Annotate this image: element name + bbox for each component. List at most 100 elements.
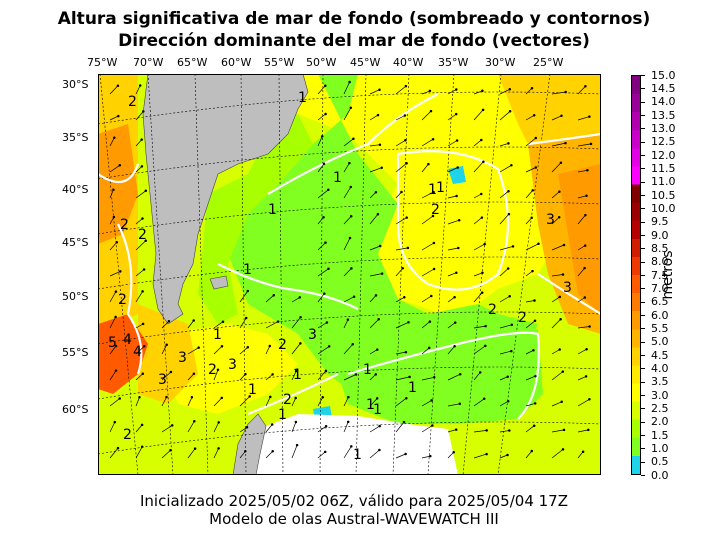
swell-vector: [317, 85, 326, 95]
swell-vector: [421, 90, 431, 95]
swell-vector-head: [404, 84, 408, 88]
swell-vector: [343, 81, 350, 95]
swell-vector-head: [506, 375, 509, 378]
swell-vector: [187, 373, 195, 381]
swell-vector: [239, 290, 249, 303]
swell-vector-head: [453, 321, 457, 324]
swell-vector-head: [508, 294, 511, 298]
swell-vector-head: [561, 448, 565, 451]
swell-vector: [317, 217, 324, 225]
colorbar-tick: [641, 141, 645, 143]
swell-vector: [239, 427, 248, 433]
colorbar-tick-label: 1.5: [651, 428, 669, 442]
colorbar: [631, 75, 641, 475]
swell-vector: [577, 451, 584, 459]
swell-vector: [447, 113, 457, 121]
swell-vector: [135, 111, 144, 121]
swell-vector-head: [190, 396, 194, 399]
colorbar-tick: [641, 115, 645, 116]
swell-vector-head: [480, 216, 484, 219]
swell-vector: [551, 191, 560, 199]
colorbar-tick: [641, 208, 645, 210]
swell-vector: [499, 111, 511, 121]
swell-vector: [499, 400, 509, 407]
colorbar-tick-label: 14.5: [651, 81, 676, 95]
swell-vector: [551, 401, 562, 407]
swell-vector-head: [276, 320, 280, 323]
contour-label: 2: [118, 292, 127, 308]
swell-vector-head: [117, 114, 120, 118]
swell-vector: [395, 376, 410, 381]
swell-vector-head: [452, 450, 455, 454]
swell-vector: [343, 374, 357, 381]
swell-vector-head: [324, 84, 327, 87]
swell-vector-head: [320, 135, 324, 138]
swell-vector: [525, 450, 533, 459]
swell-vector-head: [428, 320, 432, 323]
swell-vector: [369, 144, 380, 147]
swell-vector-head: [404, 452, 407, 456]
colorbar-tick: [641, 368, 645, 370]
swell-vector-head: [378, 424, 381, 428]
swell-vector: [317, 425, 327, 433]
swell-vector-head: [405, 162, 408, 165]
swell-vector: [187, 397, 193, 407]
swell-vector-head: [377, 317, 380, 321]
swell-vector: [239, 317, 247, 329]
swell-vector: [473, 243, 485, 251]
swell-vector: [161, 344, 168, 355]
swell-vector: [135, 166, 143, 173]
colorbar-tick-label: 11.5: [651, 161, 676, 175]
colorbar-tick: [641, 88, 645, 90]
contour-label: 1: [363, 362, 372, 378]
swell-vector: [343, 162, 350, 173]
lon-label: 50°W: [306, 56, 337, 69]
lon-label: 35°W: [438, 56, 469, 69]
colorbar-tick: [641, 301, 645, 303]
lon-label: 55°W: [264, 56, 295, 69]
swell-vector-head: [584, 213, 587, 217]
swell-vector: [343, 446, 352, 459]
swell-vector-head: [380, 166, 383, 169]
swell-vector-head: [140, 423, 144, 427]
swell-vector: [317, 451, 326, 459]
colorbar-tick-label: 13.0: [651, 121, 676, 135]
swell-vector: [187, 421, 195, 433]
swell-vector: [447, 272, 457, 277]
map-frame: [98, 74, 601, 475]
colorbar-tick: [641, 235, 645, 236]
swell-vector: [525, 88, 533, 95]
colorbar-tick: [641, 261, 645, 263]
colorbar-tick: [641, 275, 645, 276]
swell-vector-head: [140, 445, 144, 449]
swell-vector-head: [455, 88, 458, 91]
swell-vector-head: [510, 349, 513, 353]
swell-vector-head: [350, 267, 353, 270]
colorbar-tick: [641, 408, 645, 410]
swell-vector: [135, 139, 142, 147]
swell-vector-head: [510, 164, 513, 167]
swell-vector-head: [324, 241, 327, 244]
swell-vector: [343, 138, 354, 147]
swell-vector-head: [378, 244, 382, 248]
swell-vector: [473, 217, 483, 225]
colorbar-tick: [641, 155, 645, 156]
swell-vector-head: [141, 290, 144, 293]
swell-vector-head: [588, 398, 591, 401]
swell-vector: [343, 319, 349, 329]
swell-vector-head: [144, 239, 147, 242]
swell-vector: [343, 396, 349, 407]
swell-vector-head: [482, 160, 485, 163]
colorbar-tick-label: 5.5: [651, 321, 669, 335]
contours: [98, 93, 601, 420]
swell-vector-head: [118, 397, 121, 400]
colorbar-tick-label: 2.0: [651, 415, 669, 429]
swell-vector-head: [557, 216, 561, 219]
swell-vector-head: [429, 109, 433, 113]
swell-vector: [109, 216, 115, 225]
colorbar-tick-label: 10.5: [651, 188, 676, 202]
colorbar-tick-label: 4.5: [651, 348, 669, 362]
swell-vector-head: [508, 110, 512, 113]
contour-label: 4: [123, 332, 132, 348]
swell-vector-head: [534, 136, 538, 140]
